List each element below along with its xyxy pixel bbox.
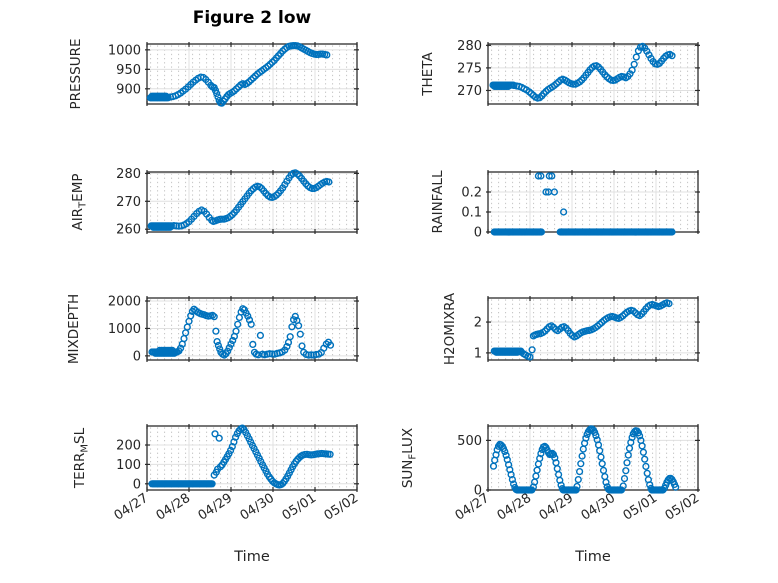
x-tick-label: 05/02 bbox=[663, 491, 703, 524]
y-tick-label: 275 bbox=[457, 61, 482, 76]
x-tick-label: 05/01 bbox=[621, 491, 661, 524]
data-points bbox=[490, 172, 676, 236]
x-tick-label: 04/28 bbox=[495, 491, 535, 524]
x-tick-label: 05/02 bbox=[322, 491, 362, 524]
y-axis-label-terr_msl: TERRMSL bbox=[72, 427, 91, 489]
data-points bbox=[489, 42, 676, 102]
y-tick-label: 1000 bbox=[108, 322, 141, 337]
x-tick-label: 04/27 bbox=[112, 491, 152, 524]
y-tick-label: 500 bbox=[457, 434, 482, 449]
x-tick-label: 05/01 bbox=[280, 491, 320, 524]
subplot-rainfall: 0 0.1 0.2 bbox=[461, 170, 700, 241]
data-points bbox=[148, 424, 334, 489]
y-tick-label: 270 bbox=[116, 195, 141, 210]
y-axis-label-h2omixra: H2OMIXRA bbox=[442, 292, 458, 366]
y-tick-label: 0 bbox=[474, 484, 482, 499]
y-tick-label: 2 bbox=[474, 316, 482, 331]
y-tick-label: 280 bbox=[116, 167, 141, 182]
y-tick-label: 900 bbox=[116, 82, 141, 97]
y-tick-label: 100 bbox=[116, 458, 141, 473]
y-tick-label: 0.1 bbox=[461, 206, 482, 221]
y-tick-label: 280 bbox=[457, 39, 482, 54]
data-points bbox=[489, 425, 680, 494]
x-tick-label: 04/29 bbox=[196, 491, 236, 524]
subplot-terr_msl: 0 100 200 04/27 04/28 04/29 04/30 05/01 05/02 bbox=[112, 424, 361, 524]
x-axis-label-left: Time bbox=[234, 549, 270, 565]
x-tick-label: 04/29 bbox=[537, 491, 577, 524]
y-tick-label: 0 bbox=[133, 477, 141, 492]
y-tick-label: 0 bbox=[133, 349, 141, 364]
y-tick-label: 260 bbox=[116, 223, 141, 238]
subplot-air_temp: 260 270 280 bbox=[116, 167, 359, 238]
figure-title: Figure 2 low bbox=[192, 8, 312, 28]
y-tick-label: 0 bbox=[474, 226, 482, 241]
data-points bbox=[490, 299, 673, 361]
x-tick-label: 04/30 bbox=[238, 491, 278, 524]
y-axis-label-sun_flux: SUNFLUX bbox=[400, 427, 419, 489]
y-tick-label: 2000 bbox=[108, 295, 141, 310]
data-points bbox=[147, 169, 333, 231]
y-tick-label: 950 bbox=[116, 63, 141, 78]
y-tick-label: 200 bbox=[116, 439, 141, 454]
data-points bbox=[146, 41, 331, 107]
x-tick-label: 04/30 bbox=[579, 491, 619, 524]
x-tick-label: 04/27 bbox=[453, 491, 493, 524]
y-tick-label: 1 bbox=[474, 346, 482, 361]
x-axis-label-right: Time bbox=[575, 549, 611, 565]
y-tick-label: 0.2 bbox=[461, 186, 482, 201]
data-points bbox=[148, 305, 335, 359]
subplot-pressure: 900 950 1000 bbox=[108, 41, 359, 107]
subplot-sun_flux: 0 500 04/27 04/28 04/29 04/30 05/01 05/02 bbox=[453, 424, 702, 524]
y-tick-label: 270 bbox=[457, 84, 482, 99]
subplot-h2omixra: 12 bbox=[474, 296, 700, 362]
subplot-mixdepth: 0 1000 2000 bbox=[108, 295, 359, 364]
subplot-theta: 270 275 280 bbox=[457, 39, 700, 106]
y-tick-label: 1000 bbox=[108, 43, 141, 58]
x-tick-label: 04/28 bbox=[154, 491, 194, 524]
